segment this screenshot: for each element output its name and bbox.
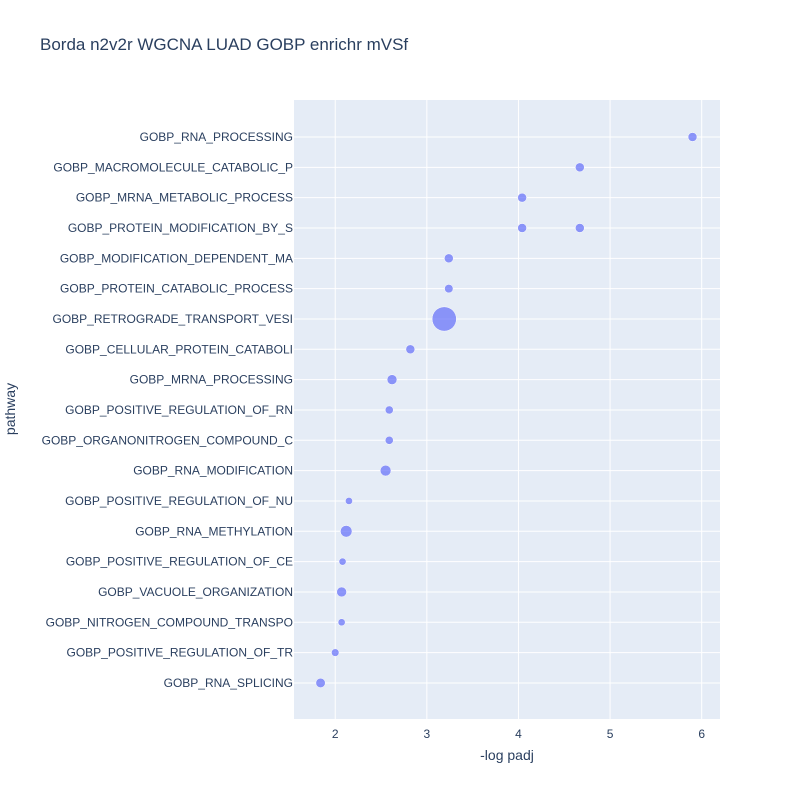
y-tick-label: GOBP_RETROGRADE_TRANSPORT_VESI [52, 312, 293, 326]
scatter-point [338, 557, 347, 566]
chart-title: Borda n2v2r WGCNA LUAD GOBP enrichr mVSf [40, 35, 408, 54]
y-tick-label: GOBP_MACROMOLECULE_CATABOLIC_P [53, 160, 293, 174]
x-tick-label: 2 [332, 727, 339, 741]
scatter-point [575, 223, 585, 233]
y-tick-label: GOBP_RNA_MODIFICATION [133, 464, 293, 478]
scatter-point [431, 306, 457, 332]
scatter-point [517, 223, 527, 233]
x-axis-title: -log padj [480, 747, 534, 763]
scatter-point [386, 374, 398, 385]
x-tick-label: 4 [515, 727, 522, 741]
y-tick-label: GOBP_MODIFICATION_DEPENDENT_MA [60, 251, 293, 265]
scatter-point [687, 132, 698, 142]
y-tick-label: GOBP_MRNA_METABOLIC_PROCESS [76, 191, 293, 205]
y-tick-label: GOBP_POSITIVE_REGULATION_OF_RN [65, 403, 293, 417]
y-gridlines [294, 136, 720, 684]
scatter-point [384, 405, 394, 415]
scatter-point [379, 464, 392, 477]
scatter-point [405, 344, 416, 355]
scatter-point [337, 618, 346, 627]
y-tick-label: GOBP_MRNA_PROCESSING [130, 373, 293, 387]
scatter-point [444, 253, 454, 264]
scatter-point [336, 586, 347, 598]
scatter-point [444, 284, 454, 294]
y-tick-label: GOBP_ORGANONITROGEN_COMPOUND_C [42, 433, 294, 447]
y-tick-label: GOBP_RNA_SPLICING [164, 676, 293, 690]
y-tick-label: GOBP_CELLULAR_PROTEIN_CATABOLI [65, 342, 293, 356]
x-tick-label: 5 [607, 727, 614, 741]
scatter-point [315, 677, 326, 688]
y-tick-label: GOBP_PROTEIN_CATABOLIC_PROCESS [60, 282, 293, 296]
x-tick-label: 6 [698, 727, 705, 741]
y-tick-label: GOBP_RNA_METHYLATION [135, 524, 293, 538]
y-axis-title: pathway [2, 383, 18, 435]
y-tick-label: GOBP_POSITIVE_REGULATION_OF_CE [66, 555, 293, 569]
scatter-point [517, 192, 527, 203]
x-tick-label: 3 [423, 727, 430, 741]
y-tick-label: GOBP_PROTEIN_MODIFICATION_BY_S [68, 221, 293, 235]
scatter-point [340, 525, 353, 538]
y-tick-label: GOBP_VACUOLE_ORGANIZATION [98, 585, 293, 599]
scatter-point [384, 436, 394, 445]
x-tick-labels: 2 3 4 5 6 [332, 727, 705, 741]
y-tick-label: GOBP_RNA_PROCESSING [140, 130, 293, 144]
y-tick-label: GOBP_NITROGEN_COMPOUND_TRANSPO [46, 615, 293, 629]
scatter-point [345, 497, 353, 505]
y-tick-label: GOBP_POSITIVE_REGULATION_OF_NU [65, 494, 293, 508]
y-tick-label: GOBP_POSITIVE_REGULATION_OF_TR [67, 646, 294, 660]
scatter-points [315, 132, 698, 688]
y-tick-labels: GOBP_RNA_PROCESSING GOBP_MACROMOLECULE_CA… [42, 130, 294, 690]
scatter-point [331, 648, 340, 657]
scatter-point [575, 162, 585, 173]
